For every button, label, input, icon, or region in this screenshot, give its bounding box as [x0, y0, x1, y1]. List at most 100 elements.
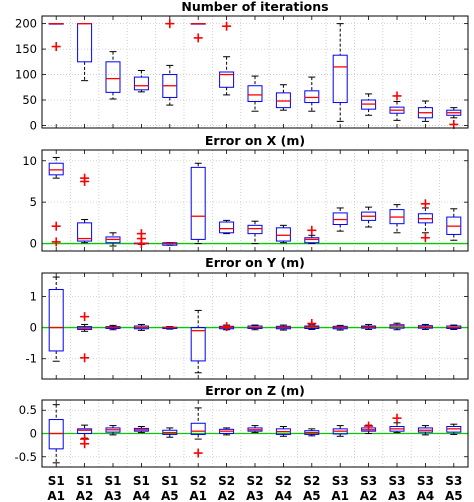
x-tick-label-algorithm: A3	[388, 489, 406, 502]
box-12	[361, 206, 377, 228]
y-tick-label: 0	[30, 321, 37, 335]
box-4	[133, 69, 149, 93]
box-2	[77, 22, 93, 82]
box-4	[133, 426, 149, 434]
y-tick-label: 0.5	[19, 403, 37, 417]
box-8	[247, 324, 263, 331]
box-6	[190, 407, 206, 458]
box-body	[77, 428, 93, 435]
y-tick-label: 150	[15, 42, 37, 56]
y-tick-label: 100	[15, 68, 37, 82]
y-tick-label: 50	[22, 93, 37, 107]
box-3	[105, 324, 121, 331]
box-6	[190, 162, 206, 245]
outlier-marker	[222, 21, 232, 31]
box-10	[304, 319, 320, 330]
y-tick-label: -1	[26, 352, 37, 366]
box-14	[417, 425, 433, 436]
outlier-marker	[165, 19, 175, 29]
box-7	[219, 427, 235, 436]
x-tick-label-algorithm: A2	[360, 489, 378, 502]
x-tick-label-algorithm: A4	[417, 489, 435, 502]
plot-frame	[41, 399, 469, 468]
box-5	[162, 326, 178, 330]
x-tick-label-algorithm: A2	[218, 489, 236, 502]
x-tick-label-group: S1	[161, 474, 178, 488]
box-10	[304, 76, 320, 112]
x-tick-label-algorithm: A5	[161, 489, 179, 502]
outlier-marker	[80, 312, 90, 322]
panel-3: Error on Y (m) -1 0 1	[26, 255, 469, 380]
plot-frame	[41, 15, 469, 129]
x-tick-label-group: S1	[76, 474, 93, 488]
outlier-marker	[307, 319, 317, 329]
y-tick-label: 5	[30, 195, 37, 209]
box-12	[361, 323, 377, 330]
outlier-marker	[80, 353, 90, 363]
box-3	[105, 51, 121, 100]
box-body	[190, 166, 206, 240]
box-14	[417, 323, 433, 330]
box-body	[48, 289, 64, 352]
box-1	[48, 276, 64, 362]
box-7	[219, 21, 235, 96]
x-tick-label-group: S2	[303, 474, 320, 488]
x-tick-label-algorithm: A3	[246, 489, 264, 502]
outlier-marker	[51, 42, 61, 52]
plot-frame	[41, 149, 469, 252]
box-4	[133, 229, 149, 249]
box-13	[389, 204, 405, 234]
box-6	[190, 309, 206, 374]
y-tick-label: 10	[22, 154, 37, 168]
outlier-marker	[51, 237, 61, 247]
outlier-marker	[80, 439, 90, 449]
box-14	[417, 100, 433, 122]
box-body	[275, 227, 291, 242]
x-tick-label-algorithm: A4	[275, 489, 293, 502]
box-body	[247, 224, 263, 235]
x-tick-label-algorithm: A1	[331, 489, 349, 502]
outlier-marker	[307, 225, 317, 235]
box-13	[389, 413, 405, 434]
x-tick-label-algorithm: A4	[133, 489, 151, 502]
box-1	[48, 156, 64, 247]
box-11	[332, 425, 348, 437]
box-body	[304, 90, 320, 104]
box-11	[332, 324, 348, 331]
x-tick-label-group: S3	[417, 474, 434, 488]
box-8	[247, 425, 263, 434]
box-10	[304, 428, 320, 437]
box-body	[48, 419, 64, 450]
x-tick-label-group: S3	[360, 474, 377, 488]
panel-1: Number of iterations 0 50 100 150 200	[15, 0, 469, 132]
y-tick-label: 0	[30, 237, 37, 251]
outlier-marker	[420, 233, 430, 243]
box-body	[48, 162, 64, 176]
box-13	[389, 91, 405, 121]
box-11	[332, 207, 348, 232]
box-3	[105, 425, 121, 436]
outlier-marker	[51, 221, 61, 231]
box-12	[361, 93, 377, 116]
box-13	[389, 322, 405, 331]
outlier-marker	[392, 91, 402, 101]
panel-2: Error on X (m) 0 5 10	[22, 133, 469, 252]
x-tick-label-group: S3	[389, 474, 406, 488]
panel-title: Error on Z (m)	[205, 383, 305, 398]
x-tick-label-algorithm: A5	[303, 489, 321, 502]
box-2	[77, 424, 93, 449]
outlier-marker	[364, 421, 374, 431]
x-tick-label-algorithm: A1	[189, 489, 207, 502]
box-7	[219, 219, 235, 235]
outlier-marker	[136, 239, 146, 249]
box-1	[48, 22, 64, 52]
box-5	[162, 242, 178, 246]
y-tick-label: 1	[30, 289, 37, 303]
box-body	[77, 222, 93, 242]
box-body	[190, 422, 206, 435]
box-6	[190, 22, 206, 43]
box-5	[162, 427, 178, 438]
x-axis-labels: S1A1S1A2S1A3S1A4S1A5S2A1S2A2S2A3S2A4S2A5…	[47, 474, 462, 502]
x-tick-label-algorithm: A5	[445, 489, 463, 502]
